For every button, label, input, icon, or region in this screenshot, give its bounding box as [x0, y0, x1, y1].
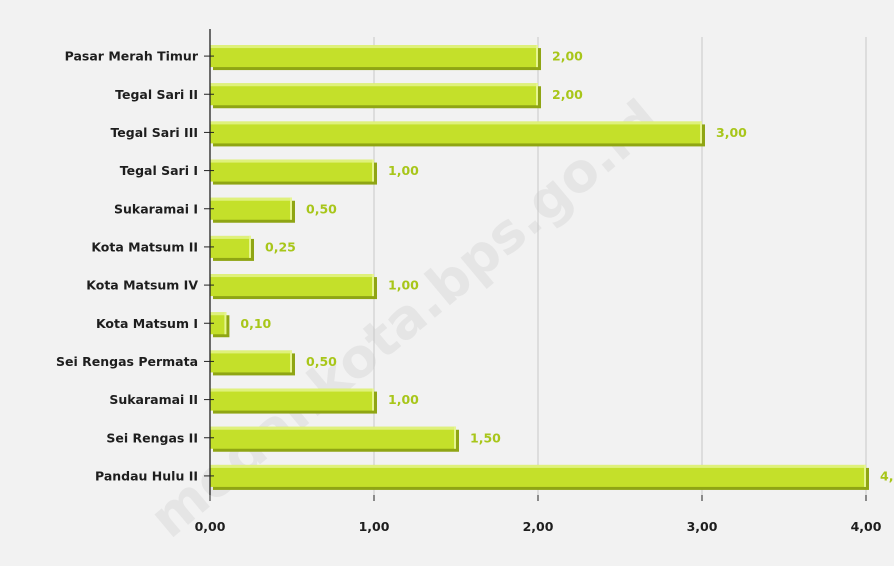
bar-highlight [210, 159, 374, 163]
value-label: 0,10 [240, 316, 271, 331]
bar-edge [249, 235, 251, 258]
bar-highlight [210, 350, 292, 354]
bar-highlight [210, 312, 227, 316]
labels: 0,00 1,00 2,00 3,00 4,00 Pasar Merah Timur 2,0… [56, 49, 894, 534]
value-label: 1,00 [388, 278, 419, 293]
value-label: 3,00 [716, 125, 747, 140]
bar-highlight [210, 426, 456, 430]
bar-edge [290, 350, 292, 373]
value-label: 2,00 [552, 87, 583, 102]
bar [210, 121, 702, 144]
axes [204, 29, 867, 501]
bar [210, 274, 374, 297]
category-label: Tegal Sari I [120, 163, 198, 178]
bar-highlight [210, 45, 538, 49]
category-label: Kota Matsum I [96, 316, 198, 331]
category-label: Tegal Sari II [115, 87, 198, 102]
bar-edge [454, 426, 456, 449]
category-label: Sukaramai II [109, 392, 198, 407]
value-label: 0,50 [306, 201, 337, 216]
x-tick-label: 4,00 [851, 519, 882, 534]
value-label: 0,25 [265, 239, 296, 254]
x-tick-label: 1,00 [359, 519, 390, 534]
bar-highlight [210, 388, 374, 392]
category-label: Pasar Merah Timur [65, 49, 199, 64]
x-tick-label: 3,00 [687, 519, 718, 534]
value-label: 1,50 [470, 430, 501, 445]
bar [210, 312, 227, 335]
bar-edge [864, 464, 866, 487]
x-tick-label: 0,00 [195, 519, 226, 534]
value-label: 1,00 [388, 163, 419, 178]
bar [210, 426, 456, 449]
category-label: Sei Rengas II [106, 430, 198, 445]
bars [210, 45, 869, 490]
bar-highlight [210, 464, 866, 468]
bar-highlight [210, 83, 538, 87]
bar-edge [700, 121, 702, 144]
value-label: 2,00 [552, 49, 583, 64]
value-label: 4,00 [880, 468, 894, 483]
value-label: 1,00 [388, 392, 419, 407]
bar [210, 388, 374, 411]
category-label: Sei Rengas Permata [56, 354, 198, 369]
bar-edge [536, 83, 538, 106]
bar-highlight [210, 274, 374, 278]
category-label: Kota Matsum IV [86, 278, 198, 293]
bar [210, 83, 538, 106]
bar-highlight [210, 197, 292, 201]
bar [210, 45, 538, 68]
bar [210, 159, 374, 182]
gridlines [373, 37, 867, 495]
bar [210, 350, 292, 373]
bar [210, 197, 292, 220]
category-label: Sukaramai I [114, 201, 198, 216]
category-label: Tegal Sari III [110, 125, 198, 140]
value-label: 0,50 [306, 354, 337, 369]
bar-highlight [210, 235, 251, 239]
bar-edge [372, 388, 374, 411]
category-label: Kota Matsum II [91, 239, 198, 254]
bar [210, 464, 866, 487]
category-label: Pandau Hulu II [95, 468, 198, 483]
bar [210, 235, 251, 258]
bar-edge [290, 197, 292, 220]
bar-edge [372, 159, 374, 182]
bar-edge [372, 274, 374, 297]
bar-edge [536, 45, 538, 68]
bar-edge [224, 312, 227, 335]
x-tick-label: 2,00 [523, 519, 554, 534]
bar-highlight [210, 121, 702, 125]
